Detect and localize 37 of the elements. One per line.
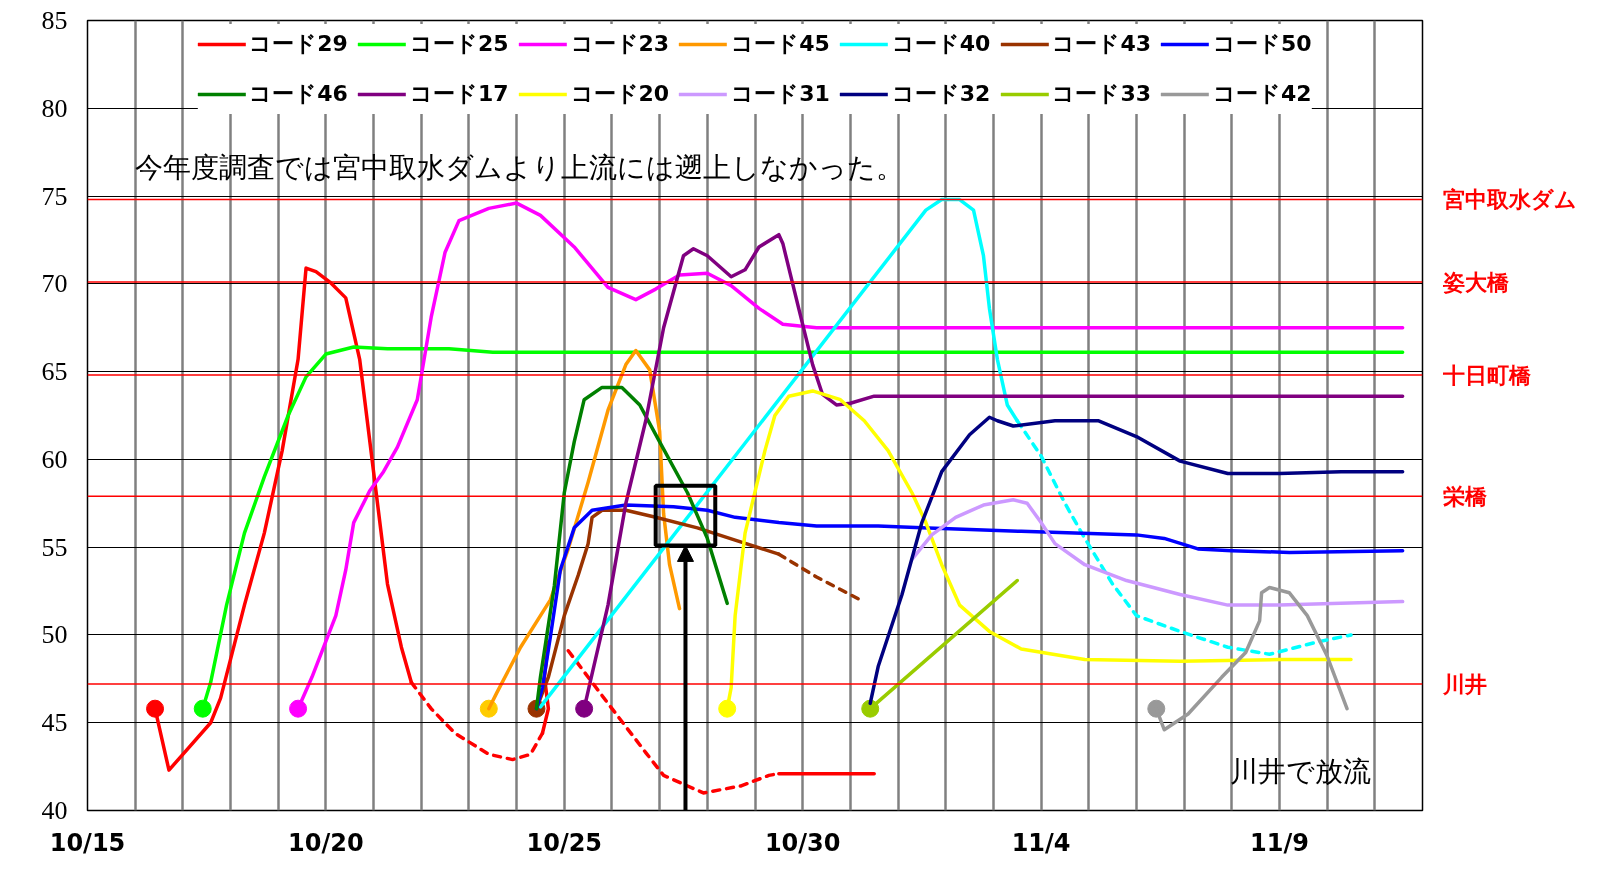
y-tick-label: 60	[41, 444, 68, 474]
legend-label: コード50	[1213, 30, 1312, 58]
legend-label: コード25	[409, 30, 509, 58]
x-tick-label: 11/4	[1011, 828, 1071, 857]
legend-label: コード33	[1052, 80, 1152, 108]
legend-label: コード20	[570, 80, 670, 108]
legend-label: コード46	[249, 80, 348, 108]
x-tick-label: 11/9	[1250, 828, 1309, 857]
y-tick-label: 55	[41, 532, 68, 562]
x-tick-label: 10/25	[526, 828, 603, 857]
ref-line-label: 栄橋	[1442, 483, 1488, 509]
y-tick-label: 65	[41, 357, 68, 387]
ref-line-label: 川井	[1441, 671, 1487, 697]
y-tick-label: 70	[41, 269, 68, 299]
y-tick-label: 80	[41, 93, 68, 123]
ref-line-label: 十日町橋	[1441, 362, 1532, 388]
legend-label: コード31	[731, 80, 830, 108]
annotation: 今年度調査では宮中取水ダムより上流には遡上しなかった。	[135, 151, 905, 185]
x-tick-label: 10/15	[49, 828, 126, 857]
ref-line-label: 宮中取水ダム	[1442, 187, 1577, 213]
y-tick-label: 45	[41, 708, 68, 738]
legend-label: コード17	[409, 80, 509, 108]
y-tick-label: 50	[41, 620, 68, 650]
ref-line-label: 姿大橋	[1441, 269, 1510, 295]
y-tick-label: 40	[41, 796, 68, 825]
legend-label: コード45	[731, 30, 830, 58]
legend-label: コード42	[1213, 80, 1312, 108]
y-tick-label: 85	[41, 6, 68, 35]
y-tick-label: 75	[41, 181, 68, 211]
legend-label: コード40	[891, 30, 991, 58]
legend-label: コード32	[891, 80, 991, 108]
annotation: 川井で放流	[1229, 755, 1371, 789]
legend-label: コード43	[1052, 30, 1152, 58]
x-tick-label: 10/20	[288, 828, 364, 857]
legend-label: コード29	[249, 30, 348, 58]
x-tick-label: 10/30	[764, 828, 841, 857]
legend-label: コード23	[570, 30, 670, 58]
